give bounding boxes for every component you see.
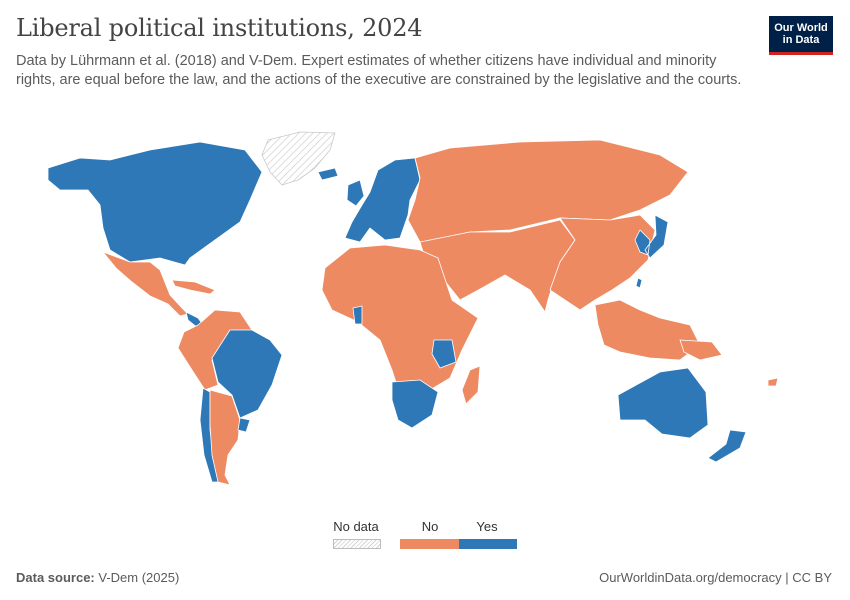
region-brazil[interactable] bbox=[211, 329, 283, 419]
region-iceland[interactable] bbox=[317, 167, 339, 181]
owid-logo-text: Our World in Data bbox=[774, 22, 828, 46]
legend-swatch-no bbox=[400, 539, 459, 549]
region-taiwan[interactable] bbox=[635, 277, 643, 289]
legend-swatch-yes bbox=[459, 539, 517, 549]
region-greenland[interactable] bbox=[261, 131, 336, 186]
region-japan[interactable] bbox=[634, 214, 669, 259]
world-map bbox=[47, 131, 779, 486]
region-png[interactable] bbox=[679, 339, 723, 361]
footer-source-value: V-Dem (2025) bbox=[98, 570, 180, 585]
chart-subtitle: Data by Lührmann et al. (2018) and V-Dem… bbox=[16, 53, 742, 88]
chart-title: Liberal political institutions, 2024 bbox=[16, 14, 423, 42]
region-caribbean[interactable] bbox=[171, 279, 216, 295]
footer-source-label: Data source: bbox=[16, 570, 95, 585]
region-ghana[interactable] bbox=[352, 305, 363, 325]
region-argentina[interactable] bbox=[209, 389, 241, 486]
region-pacific-islands[interactable] bbox=[767, 377, 779, 387]
legend-label-no: No bbox=[421, 519, 439, 534]
region-tanzania[interactable] bbox=[431, 339, 457, 369]
footer-source: Data source: V-Dem (2025) bbox=[16, 570, 179, 585]
legend-label-no-data: No data bbox=[333, 519, 379, 534]
owid-logo[interactable]: Our World in Data bbox=[769, 16, 833, 55]
footer-url[interactable]: OurWorldinData.org/democracy | CC BY bbox=[599, 570, 832, 585]
region-madagascar[interactable] bbox=[461, 365, 481, 405]
region-australia[interactable] bbox=[617, 367, 709, 439]
region-new-zealand[interactable] bbox=[707, 429, 747, 463]
legend-label-yes: Yes bbox=[476, 519, 498, 534]
region-uk[interactable] bbox=[346, 179, 365, 207]
region-southern-africa[interactable] bbox=[391, 379, 439, 429]
legend-swatch-no-data bbox=[333, 539, 381, 549]
region-china[interactable] bbox=[549, 214, 656, 311]
region-uruguay[interactable] bbox=[237, 417, 251, 433]
region-north-america[interactable] bbox=[47, 141, 263, 266]
